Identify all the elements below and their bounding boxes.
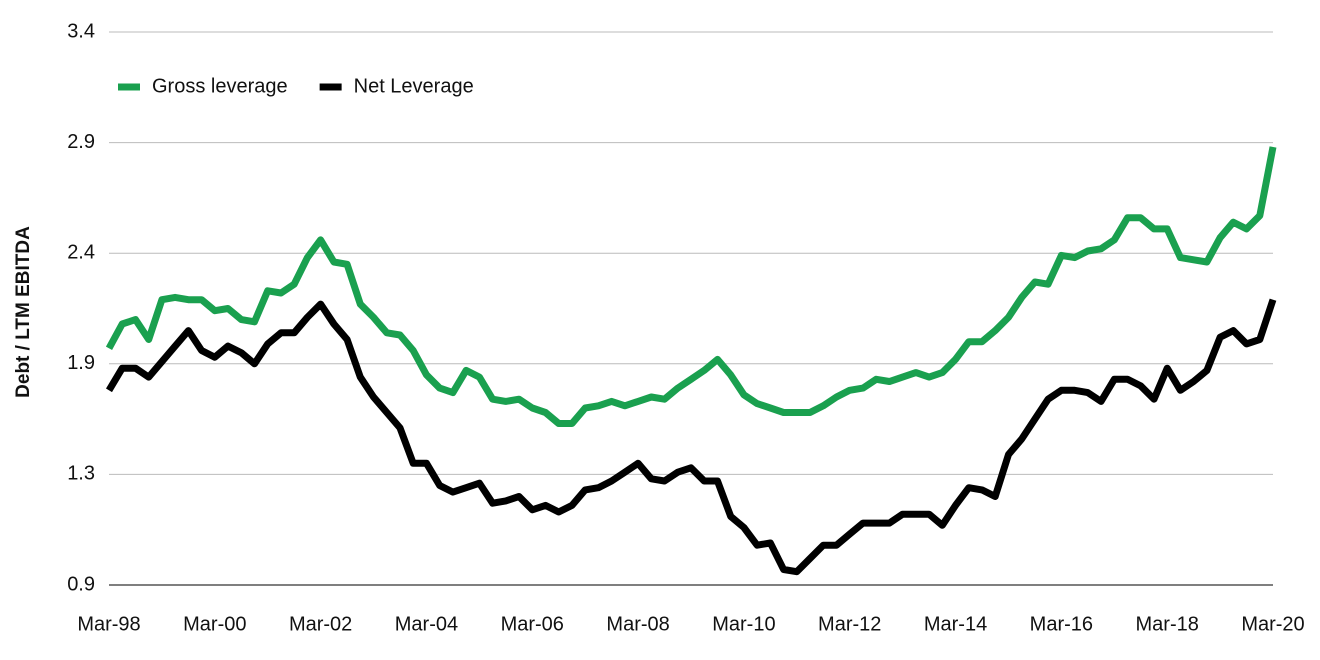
x-tick-label: Mar-16 [1030,613,1093,635]
x-tick-label: Mar-06 [501,613,564,635]
line-series [105,146,1277,427]
x-tick-label: Mar-20 [1241,613,1304,635]
y-tick-label: 2.9 [67,131,95,153]
x-tick-label: Mar-10 [712,613,775,635]
x-tick-label: Mar-12 [818,613,881,635]
x-tick-label: Mar-02 [289,613,352,635]
x-tick-label: Mar-14 [924,613,987,635]
legend-label: Gross leverage [152,75,288,97]
y-tick-label: 3.4 [67,20,95,42]
x-tick-label: Mar-08 [606,613,669,635]
x-tick-label: Mar-00 [183,613,246,635]
y-axis-label: Debt / LTM EBITDA [13,226,34,398]
y-tick-label: 1.9 [67,352,95,374]
line-series [105,298,1277,576]
legend-label: Net Leverage [354,75,474,97]
y-tick-label: 2.4 [67,241,95,263]
y-tick-label: 0.9 [67,573,95,595]
x-tick-label: Mar-18 [1136,613,1199,635]
x-tick-label: Mar-04 [395,613,458,635]
x-tick-label: Mar-98 [77,613,140,635]
y-tick-label: 1.3 [67,463,95,485]
